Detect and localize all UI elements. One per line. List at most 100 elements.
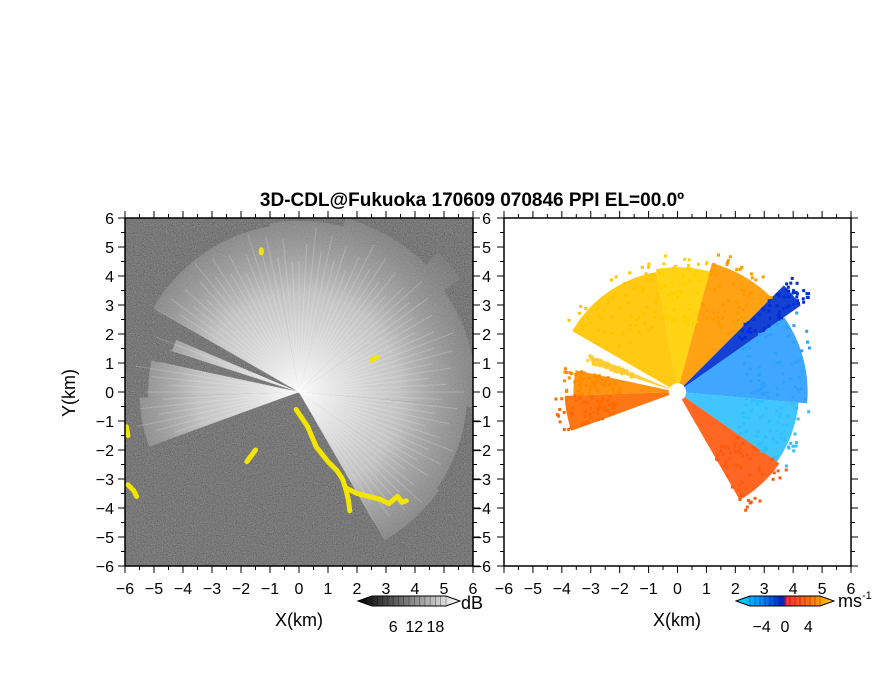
velocity-speckle [613, 402, 617, 406]
velocity-speckle [597, 314, 601, 318]
velocity-speckle [710, 269, 714, 273]
intensity-streak [298, 363, 433, 393]
y-tick-label: −4 [473, 501, 491, 518]
velocity-speckle [713, 288, 717, 292]
velocity-speckle [654, 300, 658, 304]
velocity-speckle [744, 304, 748, 308]
velocity-speckle [743, 346, 747, 350]
intensity-streak [298, 391, 400, 493]
intensity-streak [162, 391, 300, 400]
velocity-speckle [761, 329, 765, 333]
velocity-speckle [614, 275, 618, 279]
velocity-speckle [596, 407, 600, 411]
velocity-sector [683, 285, 801, 387]
velocity-speckle [768, 429, 772, 433]
velocity-speckle [751, 318, 755, 322]
velocity-speckle [794, 444, 798, 448]
velocity-speckle [777, 316, 781, 320]
velocity-speckle [807, 410, 811, 414]
intensity-streak [298, 391, 441, 401]
velocity-speckle [617, 386, 621, 390]
intensity-streak [245, 272, 300, 393]
velocity-speckle [795, 406, 799, 410]
velocity-speckle [744, 508, 748, 512]
intensity-streak [298, 391, 429, 477]
velocity-speckle [601, 397, 605, 401]
velocity-speckle [723, 309, 727, 313]
velocity-speckle [745, 372, 749, 376]
velocity-speckle [796, 299, 800, 303]
velocity-speckle [606, 301, 610, 305]
x-tick-label: 5 [818, 581, 827, 598]
velocity-speckle [647, 328, 651, 332]
velocity-speckle [773, 351, 777, 355]
colorbar-tick-label: 6 [389, 619, 398, 636]
velocity-speckle [753, 390, 757, 394]
x-tick-label: −4 [553, 581, 571, 598]
intensity-streak [298, 391, 440, 439]
velocity-speckle [739, 443, 743, 447]
velocity-speckle [726, 299, 730, 303]
velocity-speckle [792, 289, 796, 293]
yellow-echo-segment [125, 424, 131, 438]
velocity-speckle [655, 292, 659, 296]
velocity-speckle [663, 306, 667, 310]
x-tick-label: −1 [639, 581, 657, 598]
velocity-speckle [605, 344, 609, 348]
x-tick-label: 3 [382, 581, 391, 598]
intensity-streak [184, 288, 300, 393]
velocity-speckle [738, 431, 742, 435]
intensity-streak [135, 365, 300, 393]
velocity-speckle [787, 334, 791, 338]
velocity-speckle [757, 379, 761, 383]
velocity-speckle [597, 328, 601, 332]
velocity-speckle [586, 359, 590, 363]
velocity-speckle [674, 264, 678, 268]
velocity-speckle [784, 288, 788, 292]
velocity-speckle [612, 296, 616, 300]
x-tick-label: 1 [702, 581, 711, 598]
velocity-speckle [785, 282, 789, 286]
velocity-speckle [790, 362, 794, 366]
y-tick-label: 1 [482, 356, 491, 373]
velocity-speckle [637, 331, 641, 335]
velocity-speckle [785, 305, 789, 309]
velocity-speckle [756, 388, 760, 392]
velocity-speckle [670, 318, 674, 322]
velocity-speckle [776, 420, 780, 424]
velocity-speckle [610, 331, 614, 335]
right-colorbar-unit-exponent: -1 [862, 590, 872, 602]
velocity-speckle [772, 471, 776, 475]
x-tick-label: −6 [495, 581, 513, 598]
velocity-speckle [787, 304, 791, 308]
velocity-speckle [756, 430, 760, 434]
velocity-speckle [738, 447, 742, 451]
velocity-speckle [719, 325, 723, 329]
left-y-tick-labels: −6 −5 −4 −3 −2 −1 0 1 2 3 4 5 6 [96, 211, 114, 576]
velocity-speckle [629, 374, 633, 378]
velocity-speckle [618, 306, 622, 310]
velocity-speckle [567, 427, 571, 431]
velocity-speckle [601, 417, 605, 421]
velocity-speckle [749, 379, 753, 383]
velocity-speckle [749, 399, 753, 403]
velocity-speckle [760, 449, 764, 453]
velocity-speckle [805, 292, 809, 296]
left-colorbar-ticks [371, 596, 447, 606]
velocity-speckle [582, 371, 586, 375]
velocity-speckle [734, 450, 738, 454]
velocity-speckle [758, 333, 762, 337]
velocity-speckle [742, 422, 746, 426]
right-colorbar: −4 0 4 ms-1 [734, 590, 872, 636]
velocity-speckle [612, 411, 616, 415]
velocity-speckle [688, 278, 692, 282]
velocity-speckle [742, 415, 746, 419]
velocity-speckle [651, 278, 655, 282]
intensity-streak [298, 317, 414, 393]
velocity-speckle [766, 390, 770, 394]
velocity-speckle [777, 415, 781, 419]
velocity-speckle [801, 297, 805, 301]
velocity-speckle [802, 289, 806, 293]
velocity-speckle [753, 329, 757, 333]
velocity-speckle [608, 380, 612, 384]
